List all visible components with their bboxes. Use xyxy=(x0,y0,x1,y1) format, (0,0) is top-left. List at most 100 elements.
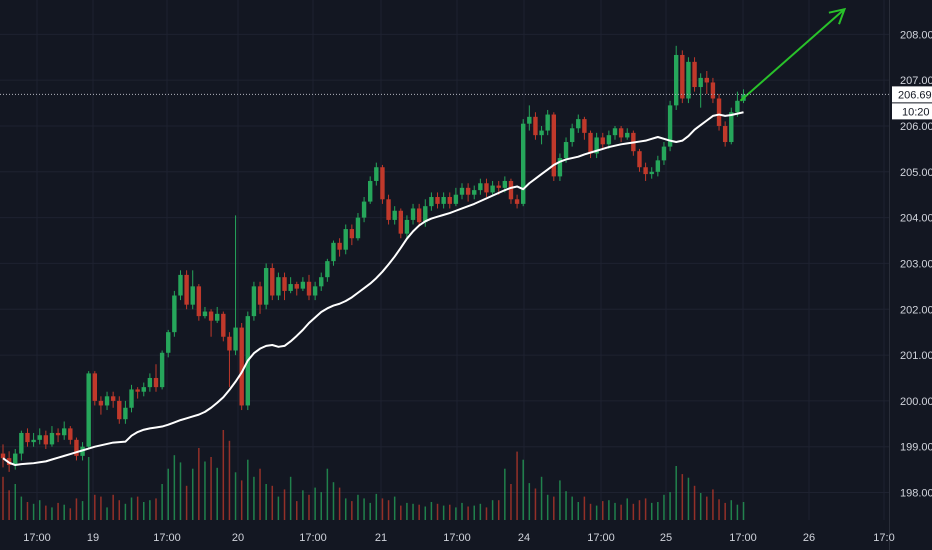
candle[interactable] xyxy=(490,180,495,195)
candle[interactable] xyxy=(31,432,36,447)
candle[interactable] xyxy=(294,281,299,296)
candle[interactable] xyxy=(288,277,293,294)
candle[interactable] xyxy=(147,373,153,392)
candle[interactable] xyxy=(0,444,6,468)
trend-arrow[interactable] xyxy=(739,7,847,102)
candle[interactable] xyxy=(159,350,165,390)
candle[interactable] xyxy=(521,119,526,207)
candle[interactable] xyxy=(270,263,275,301)
candle[interactable] xyxy=(184,270,189,310)
candle[interactable] xyxy=(13,448,18,470)
candle[interactable] xyxy=(282,272,287,301)
candle[interactable] xyxy=(98,396,104,415)
candle[interactable] xyxy=(569,123,575,147)
candle[interactable] xyxy=(349,224,355,246)
candle[interactable] xyxy=(74,437,79,461)
candle[interactable] xyxy=(582,116,587,140)
candle[interactable] xyxy=(92,371,97,406)
candle[interactable] xyxy=(141,382,146,397)
candle[interactable] xyxy=(618,125,624,143)
candle[interactable] xyxy=(441,192,446,209)
candle[interactable] xyxy=(398,208,403,239)
candle[interactable] xyxy=(416,203,422,227)
candle[interactable] xyxy=(539,125,544,145)
candle[interactable] xyxy=(257,281,263,314)
candle[interactable] xyxy=(637,148,642,172)
candle[interactable] xyxy=(117,396,122,424)
candle[interactable] xyxy=(215,306,220,323)
candle[interactable] xyxy=(557,153,563,181)
candle[interactable] xyxy=(239,322,244,411)
candle[interactable] xyxy=(325,258,330,282)
candle[interactable] xyxy=(655,155,661,177)
candle[interactable] xyxy=(508,178,514,204)
arrow-shaft[interactable] xyxy=(739,8,846,102)
candle[interactable] xyxy=(86,371,91,449)
candle[interactable] xyxy=(404,215,410,239)
candle[interactable] xyxy=(343,224,348,255)
candle[interactable] xyxy=(698,73,703,108)
candle[interactable] xyxy=(104,391,110,411)
candle[interactable] xyxy=(392,206,397,225)
candle[interactable] xyxy=(533,112,538,140)
candle[interactable] xyxy=(625,128,630,140)
candle[interactable] xyxy=(667,100,673,152)
candle[interactable] xyxy=(527,105,532,131)
candle[interactable] xyxy=(123,400,128,424)
candle[interactable] xyxy=(355,213,361,241)
candle[interactable] xyxy=(612,125,618,140)
candle[interactable] xyxy=(68,426,73,445)
candle[interactable] xyxy=(221,311,226,342)
candle[interactable] xyxy=(716,93,722,131)
candle[interactable] xyxy=(606,130,612,149)
candle[interactable] xyxy=(337,238,342,257)
candle[interactable] xyxy=(300,277,306,291)
candle[interactable] xyxy=(453,187,459,207)
candle[interactable] xyxy=(710,77,716,104)
candle[interactable] xyxy=(49,426,55,447)
candle[interactable] xyxy=(643,162,648,181)
arrow-head[interactable] xyxy=(828,7,847,25)
candle[interactable] xyxy=(704,71,709,94)
candle[interactable] xyxy=(166,329,171,358)
price-axis[interactable]: 198.00 199.00 200.00 201.00 202.00 203.00 204.… xyxy=(889,0,932,550)
candle[interactable] xyxy=(233,215,238,356)
candle[interactable] xyxy=(576,114,581,133)
candle[interactable] xyxy=(368,176,373,204)
time-axis[interactable]: 17:00 19 17:00 20 17:00 21 17:00 24 17:00 25 17:00… xyxy=(23,532,894,544)
candle[interactable] xyxy=(680,50,685,104)
candle[interactable] xyxy=(153,364,159,392)
candle[interactable] xyxy=(551,112,556,181)
candle[interactable] xyxy=(129,384,134,413)
candle[interactable] xyxy=(202,306,208,319)
candle[interactable] xyxy=(692,57,697,92)
candle[interactable] xyxy=(37,428,42,445)
candle[interactable] xyxy=(600,132,605,149)
candle[interactable] xyxy=(263,263,269,310)
candle[interactable] xyxy=(484,178,489,198)
candle[interactable] xyxy=(227,332,232,388)
candle[interactable] xyxy=(410,203,416,225)
candle[interactable] xyxy=(594,132,599,159)
candle[interactable] xyxy=(62,421,67,440)
candle[interactable] xyxy=(319,272,324,291)
candle[interactable] xyxy=(19,430,24,461)
candle[interactable] xyxy=(661,142,667,165)
candle[interactable] xyxy=(361,197,367,223)
candle[interactable] xyxy=(429,192,434,211)
candle[interactable] xyxy=(478,178,483,195)
candle[interactable] xyxy=(722,121,728,147)
candle[interactable] xyxy=(251,281,257,321)
candle[interactable] xyxy=(472,185,477,200)
candle[interactable] xyxy=(135,387,140,399)
candle[interactable] xyxy=(25,428,30,447)
candle[interactable] xyxy=(190,270,195,310)
candle[interactable] xyxy=(545,109,550,136)
candle[interactable] xyxy=(55,428,61,443)
candle[interactable] xyxy=(435,192,440,209)
candle[interactable] xyxy=(380,164,385,204)
candle[interactable] xyxy=(447,192,452,209)
candle[interactable] xyxy=(686,57,691,104)
